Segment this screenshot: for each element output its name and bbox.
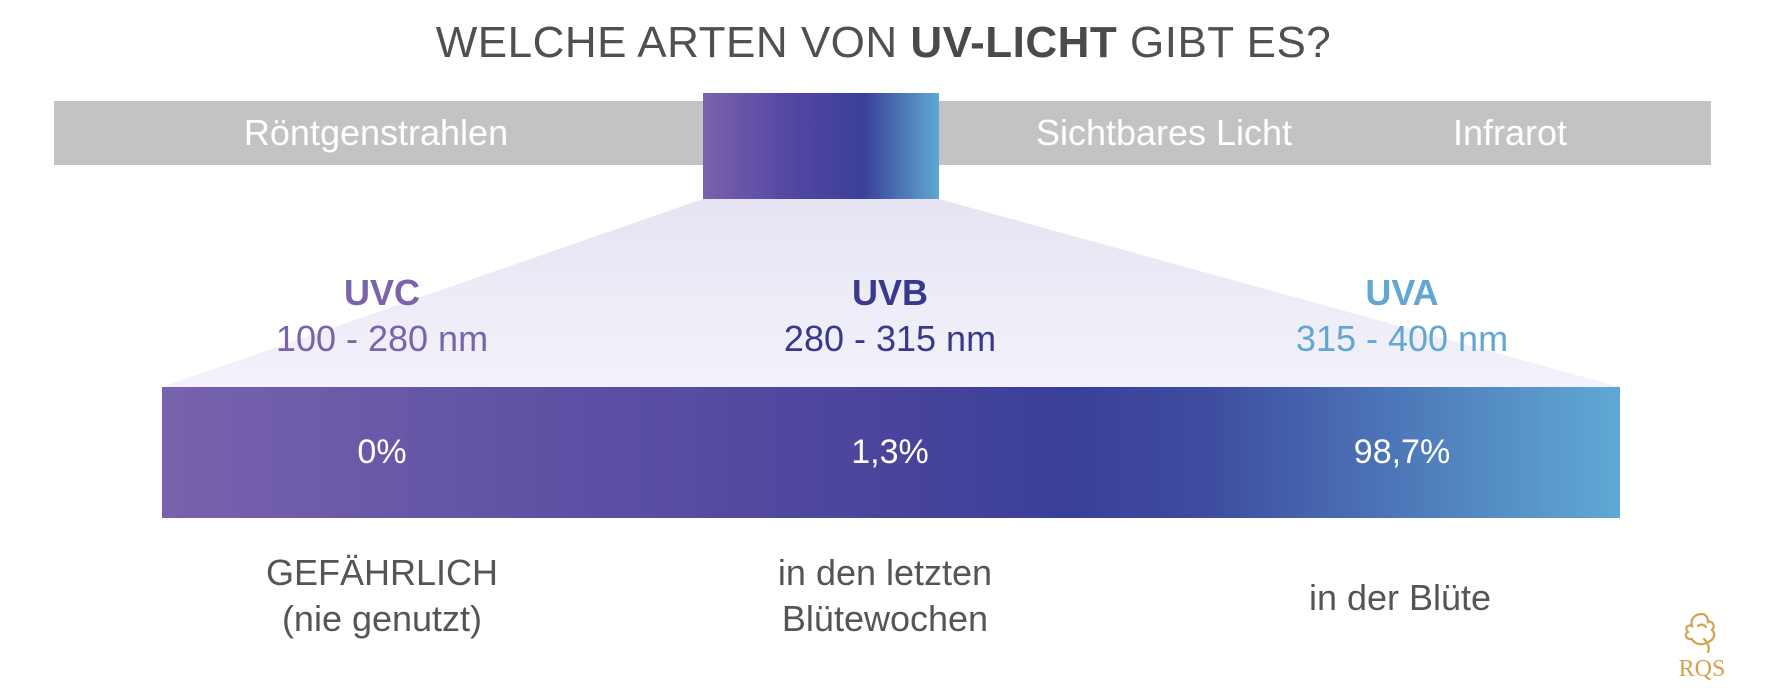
uvc-usage-line1: GEFÄHRLICH xyxy=(265,552,499,593)
uva-range: 315 - 400 nm xyxy=(1295,318,1509,359)
uvb-usage-line1: in den letzten xyxy=(777,552,993,593)
uv-share-bar xyxy=(162,387,1620,518)
uvc-range: 100 - 280 nm xyxy=(275,318,489,359)
uva-usage-line1: in der Blüte xyxy=(1308,577,1492,618)
infrared-label: Infrarot xyxy=(1452,112,1568,153)
uva-heading: UVA xyxy=(1365,272,1439,313)
xray-label: Röntgenstrahlen xyxy=(243,112,509,153)
visible-light-label: Sichtbares Licht xyxy=(1035,112,1293,153)
title-suffix: GIBT ES? xyxy=(1117,18,1332,67)
uvc-heading: UVC xyxy=(343,272,421,313)
uv-spectrum-segment xyxy=(703,93,939,199)
page-title: WELCHE ARTEN VON UV-LICHT GIBT ES? xyxy=(0,18,1767,68)
lion-logo-icon: RQS xyxy=(1679,612,1726,682)
uva-usage: in der Blüte xyxy=(1309,575,1491,621)
uvb-range: 280 - 315 nm xyxy=(783,318,997,359)
uvc-share: 0% xyxy=(357,433,407,471)
uvc-usage-line2: (nie genutzt) xyxy=(281,598,483,639)
uvb-heading: UVB xyxy=(851,272,929,313)
uvc-usage: GEFÄHRLICH (nie genutzt) xyxy=(266,550,498,642)
uvb-usage-line2: Blütewochen xyxy=(781,598,989,639)
uva-share: 98,7% xyxy=(1353,433,1451,471)
logo-text: RQS xyxy=(1679,656,1726,682)
title-highlight: UV-LICHT xyxy=(910,18,1118,67)
title-prefix: WELCHE ARTEN VON xyxy=(435,18,911,67)
uvb-usage: in den letzten Blütewochen xyxy=(778,550,992,642)
funnel-shape xyxy=(162,199,1620,387)
uvb-share: 1,3% xyxy=(851,433,929,471)
